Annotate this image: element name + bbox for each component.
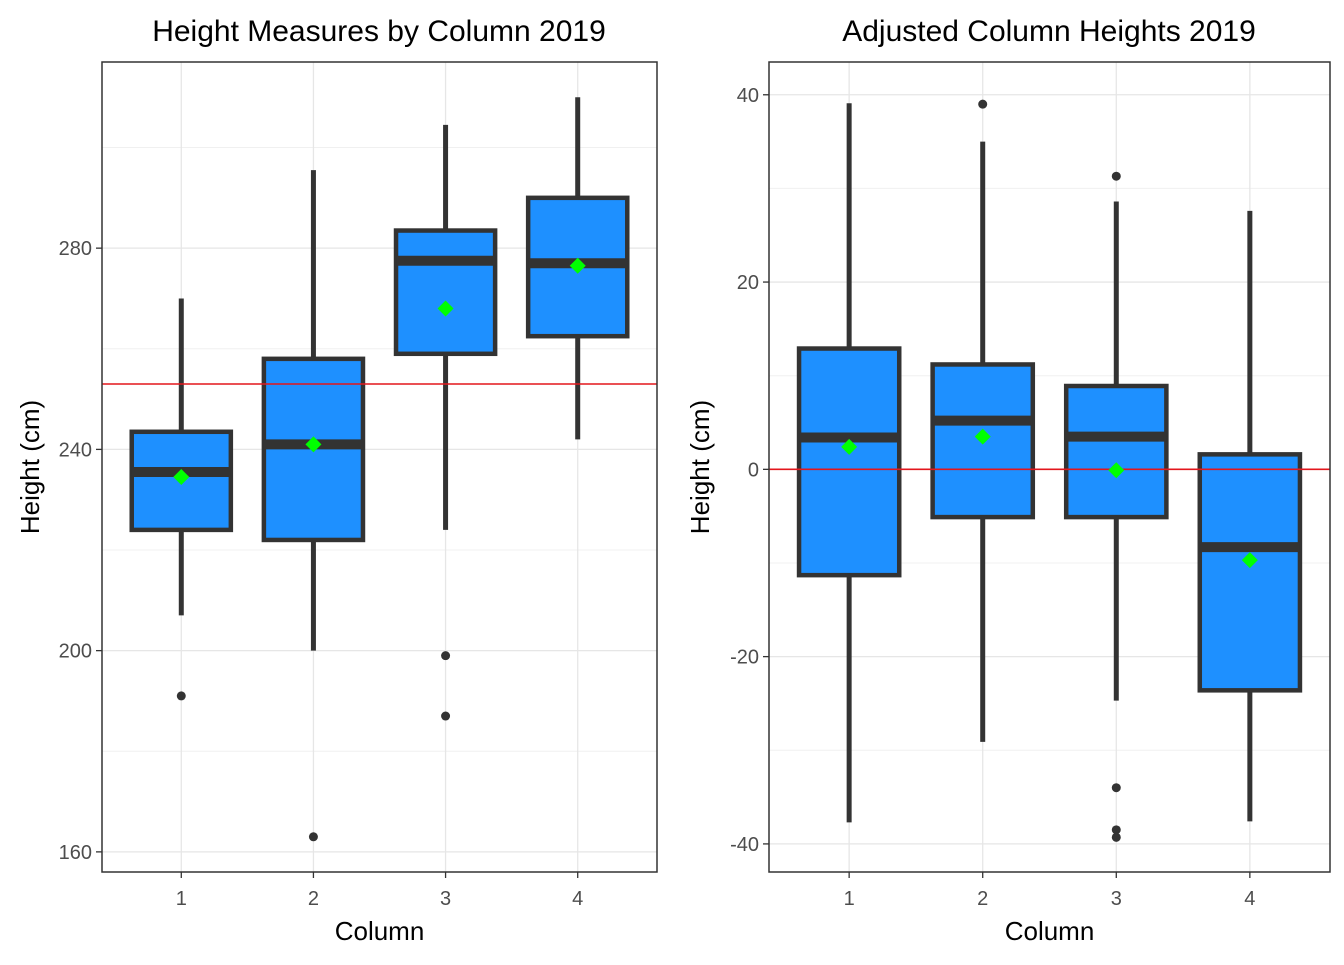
- chart-title: Adjusted Column Heights 2019: [842, 15, 1256, 48]
- x-tick-label: 1: [844, 888, 855, 910]
- x-tick-label: 3: [1111, 888, 1122, 910]
- y-tick-label: 0: [748, 459, 759, 481]
- box-group-3: [1063, 171, 1169, 842]
- mean-marker: [437, 300, 454, 317]
- mean-marker: [173, 469, 190, 486]
- y-tick-label: 40: [737, 85, 759, 107]
- x-tick-label: 2: [308, 888, 319, 910]
- outlier-point: [176, 691, 186, 701]
- y-tick-label: 280: [59, 238, 92, 260]
- outlier-point: [441, 711, 451, 721]
- x-tick-label: 4: [1244, 888, 1255, 910]
- y-axis-title: Height (cm): [15, 400, 45, 534]
- outlier-point: [1111, 783, 1121, 793]
- mean-marker: [841, 438, 858, 455]
- box-iqr: [393, 228, 498, 357]
- y-tick-label: -40: [730, 834, 759, 856]
- box-group-2: [261, 170, 366, 842]
- mean-marker: [305, 436, 322, 453]
- y-tick-label: 160: [59, 842, 92, 864]
- x-tick-label: 1: [176, 888, 187, 910]
- outlier-point: [1111, 832, 1121, 842]
- outlier-point: [441, 651, 451, 661]
- box-iqr: [1197, 452, 1303, 693]
- box-iqr: [1063, 383, 1169, 520]
- y-tick-label: 20: [737, 272, 759, 294]
- x-tick-label: 4: [572, 888, 583, 910]
- panel-border: [768, 61, 1331, 873]
- mean-marker: [1108, 462, 1125, 479]
- box-iqr: [129, 429, 234, 533]
- y-tick-label: 240: [59, 439, 92, 461]
- box-iqr: [796, 346, 902, 578]
- mean-marker: [974, 428, 991, 445]
- y-tick-label: -20: [730, 647, 759, 669]
- box-group-4: [1197, 210, 1303, 822]
- chart-panel-1: 160 200 240 280 1 2 3 4 Height Measures by Colum…: [15, 15, 658, 946]
- y-axis-title: Height (cm): [685, 400, 715, 534]
- outlier-point: [308, 832, 318, 842]
- chart-panel-2: -40 -20 0 20 40 1 2 3 4 Adjusted Column Heights 2…: [685, 15, 1331, 946]
- box-group-1: [796, 103, 902, 823]
- outlier-point: [1111, 171, 1121, 181]
- x-tick-label: 2: [977, 888, 988, 910]
- x-axis-title: Column: [335, 916, 425, 946]
- mean-marker: [1241, 552, 1258, 569]
- box-group-3: [393, 124, 498, 721]
- x-axis-title: Column: [1005, 916, 1095, 946]
- outlier-point: [978, 99, 988, 109]
- outlier-point: [1111, 825, 1121, 835]
- panel-border: [101, 61, 658, 873]
- y-tick-label: 200: [59, 641, 92, 663]
- x-tick-label: 3: [440, 888, 451, 910]
- mean-marker: [569, 257, 586, 274]
- chart-title: Height Measures by Column 2019: [152, 15, 606, 48]
